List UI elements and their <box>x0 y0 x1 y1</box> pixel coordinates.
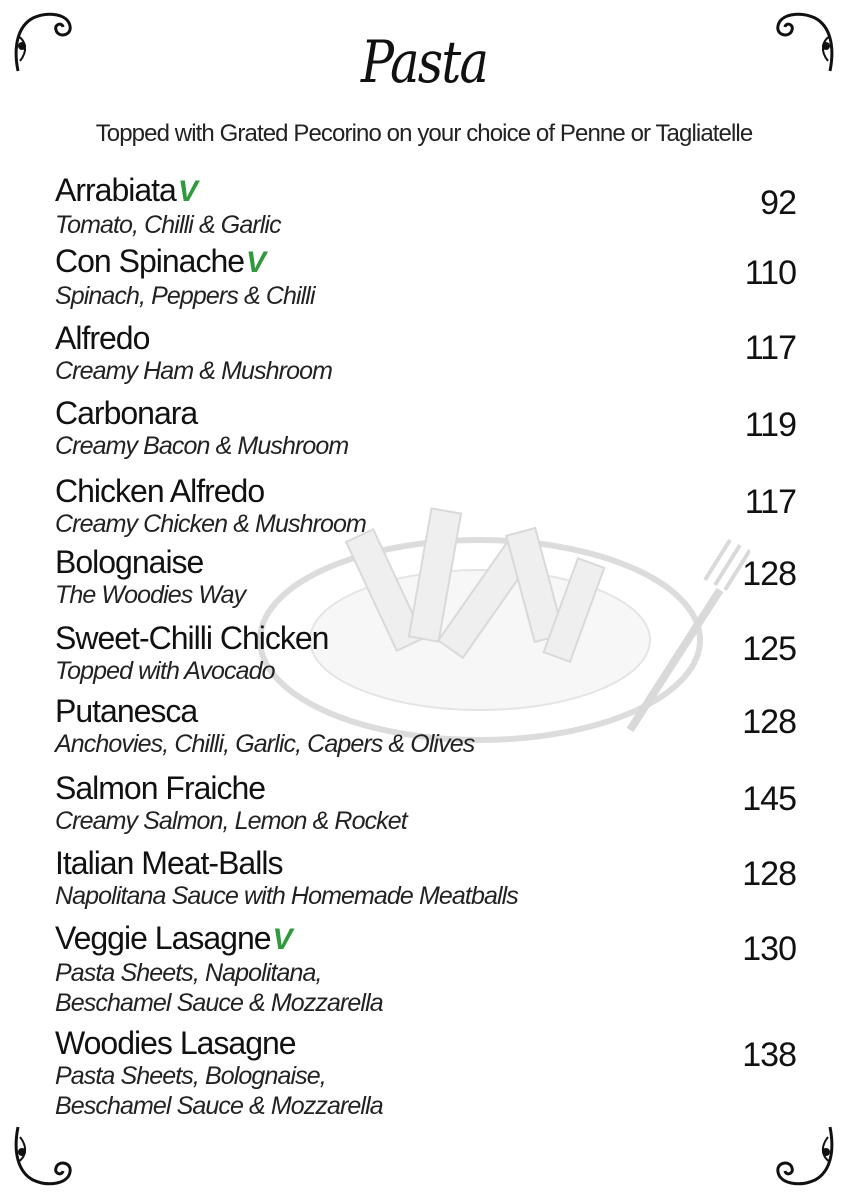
menu-item-price: 138 <box>742 1036 797 1074</box>
menu-item-description: Creamy Chicken & Mushroom <box>55 510 367 538</box>
vegetarian-leaf-icon: V <box>177 175 198 208</box>
menu-item: ArrabiataV Tomato, Chilli & Garlic <box>55 172 795 240</box>
menu-item-name-text: Veggie Lasagne <box>55 920 272 956</box>
ornament-corner-top-right <box>770 6 840 76</box>
menu-item: Woodies Lasagne Pasta Sheets, Bolognaise,… <box>55 1025 795 1121</box>
menu-item-description: Creamy Bacon & Mushroom <box>55 432 349 460</box>
menu-item-name: Woodies Lasagne <box>55 1025 795 1061</box>
menu-item-name-text: Salmon Fraiche <box>55 770 266 806</box>
menu-item-description: Spinach, Peppers & Chilli <box>55 282 315 310</box>
menu-item: Italian Meat-Balls Napolitana Sauce with … <box>55 845 795 911</box>
menu-item-price: 119 <box>744 406 797 444</box>
menu-item-name-text: Woodies Lasagne <box>55 1025 297 1061</box>
menu-item-price: 145 <box>742 780 797 818</box>
menu-item-name: Salmon Fraiche <box>55 770 795 806</box>
menu-item-name-text: Bolognaise <box>55 544 204 580</box>
menu-item-name-text: Italian Meat-Balls <box>55 845 283 881</box>
menu-item-name-text: Sweet-Chilli Chicken <box>55 620 329 656</box>
menu-item-name-text: Chicken Alfredo <box>55 473 265 509</box>
vegetarian-leaf-icon: V <box>272 923 293 956</box>
menu-item-name: Putanesca <box>55 693 795 729</box>
menu-item-name: Veggie LasagneV <box>55 920 795 958</box>
menu-item-name: Bolognaise <box>55 544 795 580</box>
menu-item-name: ArrabiataV <box>55 172 795 210</box>
menu-item-description: Anchovies, Chilli, Garlic, Capers & Oliv… <box>55 730 475 758</box>
menu-item-name-text: Carbonara <box>55 395 198 431</box>
vegetarian-leaf-icon: V <box>246 246 266 279</box>
menu-item-price: 117 <box>744 483 797 521</box>
pasta-plate-illustration <box>250 470 752 770</box>
menu-item-description: Tomato, Chilli & Garlic <box>55 211 282 239</box>
ornament-corner-bottom-right <box>770 1122 840 1192</box>
menu-item-price: 110 <box>744 254 797 292</box>
menu-item-description: Pasta Sheets, Bolognaise, <box>55 1062 327 1090</box>
menu-item-description: Beschamel Sauce & Mozzarella <box>55 989 384 1017</box>
ornament-corner-top-left <box>8 6 78 76</box>
menu-item-name: Alfredo <box>55 320 795 356</box>
menu-item: Carbonara Creamy Bacon & Mushroom <box>55 395 795 461</box>
menu-item: Veggie LasagneV Pasta Sheets, Napolitana,… <box>55 920 795 1018</box>
menu-item-description: The Woodies Way <box>55 581 246 609</box>
menu-item-name: Carbonara <box>55 395 795 431</box>
menu-item: Chicken Alfredo Creamy Chicken & Mushroom <box>55 473 795 539</box>
menu-item-name: Chicken Alfredo <box>55 473 795 509</box>
menu-item-price: 128 <box>742 703 797 741</box>
menu-item-name-text: Arrabiata <box>55 172 177 208</box>
menu-item-name-text: Con Spinache <box>55 243 245 279</box>
menu-item-price: 128 <box>742 555 797 593</box>
menu-item-price: 128 <box>742 855 797 893</box>
menu-item-description: Topped with Avocado <box>55 657 276 685</box>
menu-item: Bolognaise The Woodies Way <box>55 544 795 610</box>
menu-item-description: Creamy Ham & Mushroom <box>55 357 333 385</box>
menu-item-price: 130 <box>742 930 797 968</box>
menu-item-description: Beschamel Sauce & Mozzarella <box>55 1092 384 1120</box>
menu-item-description: Creamy Salmon, Lemon & Rocket <box>55 807 408 835</box>
menu-item-name: Sweet-Chilli Chicken <box>55 620 795 656</box>
menu-item-name: Con SpinacheV <box>55 243 795 281</box>
menu-item-price: 117 <box>744 329 797 367</box>
menu-item: Putanesca Anchovies, Chilli, Garlic, Cape… <box>55 693 795 759</box>
menu-item-name-text: Putanesca <box>55 693 198 729</box>
menu-item: Salmon Fraiche Creamy Salmon, Lemon & Roc… <box>55 770 795 836</box>
menu-item: Con SpinacheV Spinach, Peppers & Chilli <box>55 243 795 311</box>
menu-item-price: 92 <box>760 184 797 222</box>
page-title: Pasta <box>360 28 489 96</box>
menu-item-description: Pasta Sheets, Napolitana, <box>55 959 322 987</box>
ornament-corner-bottom-left <box>8 1122 78 1192</box>
menu-item-description: Napolitana Sauce with Homemade Meatballs <box>55 882 519 910</box>
menu-item: Sweet-Chilli Chicken Topped with Avocado <box>55 620 795 686</box>
menu-item: Alfredo Creamy Ham & Mushroom <box>55 320 795 386</box>
menu-item-name: Italian Meat-Balls <box>55 845 795 881</box>
menu-item-price: 125 <box>742 630 797 668</box>
page-subtitle: Topped with Grated Pecorino on your choi… <box>95 120 754 147</box>
menu-item-name-text: Alfredo <box>55 320 150 356</box>
